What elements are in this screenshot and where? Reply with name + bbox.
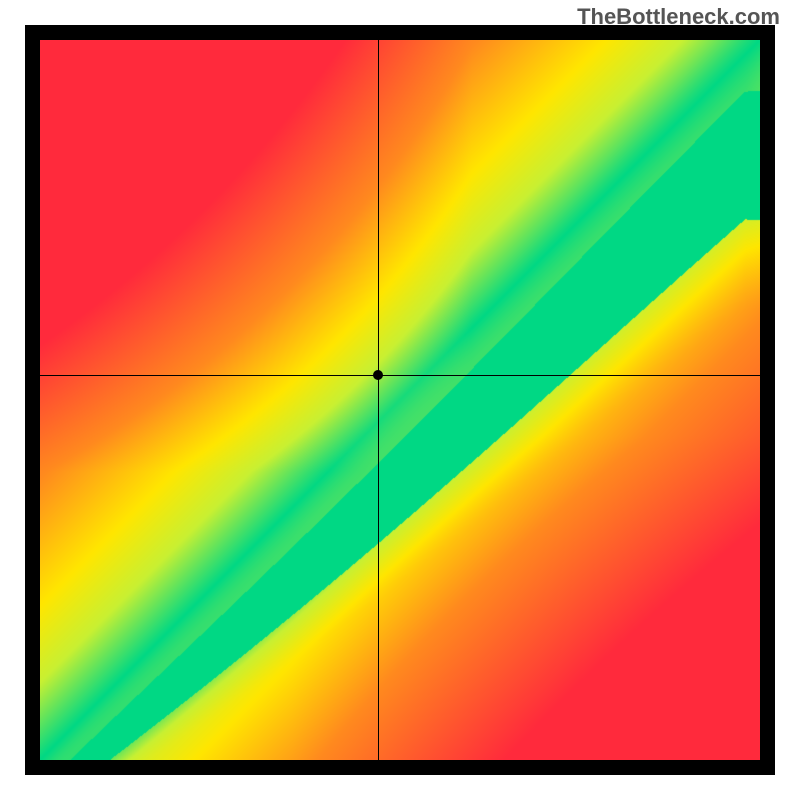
crosshair-horizontal bbox=[40, 375, 760, 376]
crosshair-vertical bbox=[378, 40, 379, 760]
attribution-text: TheBottleneck.com bbox=[577, 4, 780, 30]
crosshair-marker bbox=[373, 370, 383, 380]
heatmap-plot bbox=[25, 25, 775, 775]
heatmap-canvas bbox=[40, 40, 760, 760]
